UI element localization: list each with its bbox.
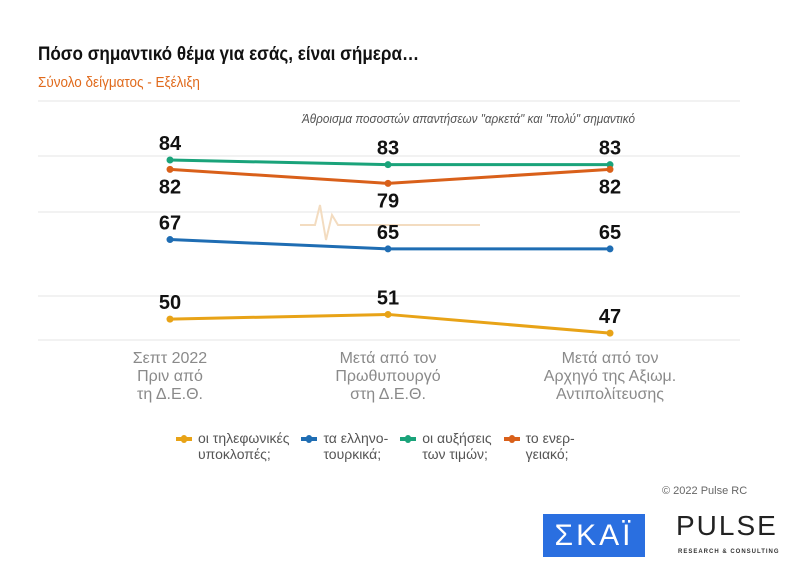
legend: οι τηλεφωνικές υποκλοπές; τα ελληνο-τουρκι… (176, 430, 575, 462)
legend-item: οι τηλεφωνικές υποκλοπές; (176, 430, 289, 462)
data-label: 67 (159, 213, 181, 235)
chart-note: Άθροισμα ποσοστών απαντήσεων "αρκετά" κα… (302, 111, 635, 126)
legend-label: γειακό; (525, 446, 569, 462)
chart-subtitle: Σύνολο δείγματος - Εξέλιξη (38, 74, 200, 91)
data-point (166, 156, 174, 164)
data-label: 84 (159, 133, 182, 155)
data-label: 83 (599, 138, 621, 160)
legend-item: τα ελληνο-τουρκικά; (301, 430, 388, 462)
legend-swatch-icon (176, 435, 192, 443)
copyright: © 2022 Pulse RC (662, 485, 748, 497)
data-label: 65 (599, 222, 621, 244)
legend-item: το ενερ-γειακό; (503, 430, 575, 462)
legend-label: οι τηλεφωνικές (198, 430, 290, 446)
data-point (166, 236, 174, 244)
data-point (606, 329, 614, 337)
data-label: 47 (599, 306, 621, 328)
legend-label: οι αυξήσεις (422, 430, 492, 446)
data-label: 79 (377, 190, 399, 212)
pulse-logo: PULSE (676, 510, 778, 541)
x-tick-label-line: Αρχηγό της Αξιωμ. (543, 368, 677, 385)
x-tick-label-line: Σεπτ 2022 (132, 350, 208, 367)
x-tick-label-line: Μετά από τον (339, 350, 437, 367)
x-tick-label-line: Μετά από τον (561, 350, 659, 367)
legend-label: των τιμών; (422, 446, 488, 462)
legend-swatch-icon (301, 435, 318, 443)
pulse-logo-subtitle: RESEARCH & CONSULTING (678, 549, 780, 555)
x-tick-label: Μετά από τον Πρωθυπουργό στη Δ.Ε.Θ. (298, 350, 478, 404)
x-tick-label-line: τη Δ.Ε.Θ. (137, 386, 203, 403)
data-point (606, 245, 614, 253)
x-tick-label: Σεπτ 2022 Πριν από τη Δ.Ε.Θ. (80, 350, 260, 404)
data-label: 50 (159, 292, 181, 314)
data-point (384, 310, 392, 318)
data-point (166, 165, 174, 173)
chart-title: Πόσο σημαντικό θέμα για εσάς, είναι σήμε… (38, 44, 420, 65)
data-point (384, 245, 392, 253)
pulse-watermark-icon (300, 204, 480, 241)
legend-swatch-icon (400, 435, 417, 443)
x-tick-label-line: Πρωθυπουργό (335, 368, 441, 385)
legend-label: το ενερ- (525, 430, 575, 446)
data-label: 82 (599, 176, 621, 198)
data-label: 65 (377, 222, 399, 244)
x-tick-label-line: Πριν από (137, 368, 203, 385)
legend-swatch-icon (503, 435, 520, 443)
line-chart: 50 51 47 67 65 65 84 83 83 82 79 82 (38, 100, 740, 341)
data-label: 51 (377, 287, 399, 309)
skai-logo: ΣΚΑΪ (543, 514, 645, 557)
data-label: 82 (159, 176, 181, 198)
data-label: 83 (377, 138, 399, 160)
data-point (384, 161, 392, 169)
x-tick-label-line: στη Δ.Ε.Θ. (350, 386, 426, 403)
legend-label: υποκλοπές; (198, 446, 271, 462)
legend-item: οι αυξήσεις των τιμών; (400, 430, 492, 462)
data-point (384, 179, 392, 187)
x-tick-label-line: Αντιπολίτευσης (556, 386, 664, 403)
legend-label: τα ελληνο- (323, 430, 389, 446)
data-point (606, 165, 614, 173)
data-point (166, 315, 174, 323)
legend-label: τουρκικά; (323, 446, 382, 462)
x-tick-label: Μετά από τον Αρχηγό της Αξιωμ. Αντιπολίτευ… (520, 350, 700, 404)
